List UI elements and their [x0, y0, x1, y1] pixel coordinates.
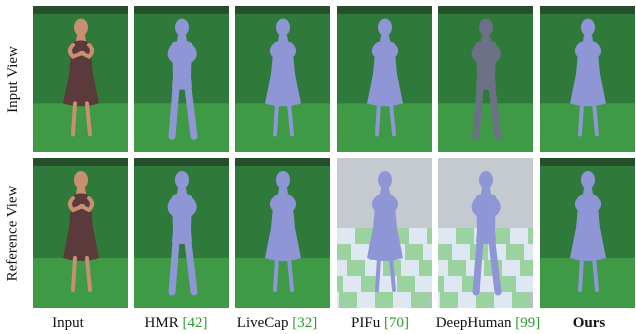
- panel-input-view-livecap: [235, 6, 330, 152]
- panel-reference-view-deephuman: [438, 158, 533, 308]
- row-label-text: Input View: [4, 45, 21, 113]
- column-label-hmr: HMR [42]: [121, 313, 231, 334]
- render-reference-view-pifu: [337, 158, 432, 308]
- render-input-view-livecap: [235, 6, 330, 152]
- panel-reference-view-livecap: [235, 158, 330, 308]
- citation: [42]: [182, 315, 208, 331]
- column-label-pifu: PIFu [70]: [325, 313, 435, 334]
- render-input-view-ours: [540, 6, 635, 152]
- panel-reference-view-hmr: [134, 158, 229, 308]
- panel-reference-view-input: [33, 158, 128, 308]
- method-name: Ours: [572, 315, 606, 331]
- citation: [32]: [292, 315, 318, 331]
- row-label-input-view: Input View: [0, 6, 26, 152]
- render-reference-view-hmr: [134, 158, 229, 308]
- render-input-view-pifu: [337, 6, 432, 152]
- method-name: PIFu: [351, 315, 384, 331]
- render-reference-view-input: [33, 158, 128, 308]
- method-name: HMR: [144, 315, 183, 331]
- column-label-livecap: LiveCap [32]: [222, 313, 332, 334]
- row-label-text: Reference View: [4, 185, 21, 281]
- column-label-deephuman: DeepHuman [99]: [433, 313, 543, 334]
- panel-input-view-pifu: [337, 6, 432, 152]
- column-label-input: Input: [13, 313, 123, 334]
- render-reference-view-ours: [540, 158, 635, 308]
- row-label-reference-view: Reference View: [0, 158, 26, 308]
- panel-input-view-ours: [540, 6, 635, 152]
- render-reference-view-deephuman: [438, 158, 533, 308]
- citation: [70]: [383, 315, 409, 331]
- render-input-view-hmr: [134, 6, 229, 152]
- column-label-ours: Ours: [534, 313, 636, 334]
- method-name: DeepHuman: [435, 315, 516, 331]
- panel-input-view-input: [33, 6, 128, 152]
- panel-reference-view-pifu: [337, 158, 432, 308]
- method-name: Input: [52, 315, 84, 331]
- render-reference-view-livecap: [235, 158, 330, 308]
- method-name: LiveCap: [236, 315, 293, 331]
- citation: [99]: [515, 315, 541, 331]
- render-input-view-input: [33, 6, 128, 152]
- panel-reference-view-ours: [540, 158, 635, 308]
- panel-input-view-deephuman: [438, 6, 533, 152]
- render-input-view-deephuman: [438, 6, 533, 152]
- panel-input-view-hmr: [134, 6, 229, 152]
